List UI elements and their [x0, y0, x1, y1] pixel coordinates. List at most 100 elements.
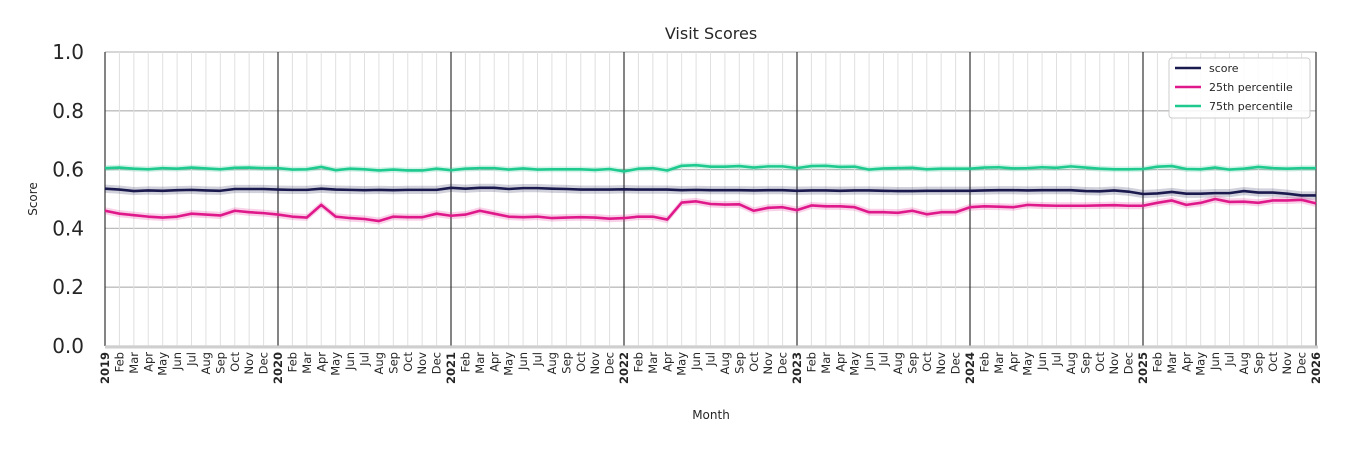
x-tick-label: Jul — [1223, 352, 1237, 367]
x-tick-label: Sep — [1078, 352, 1092, 374]
x-tick-label: Mar — [1165, 352, 1179, 374]
x-tick-label: May — [329, 352, 343, 376]
x-tick-label: Nov — [1107, 352, 1121, 375]
x-tick-label: Jul — [1050, 352, 1064, 367]
x-tick-label: Apr — [314, 352, 328, 372]
x-tick-label: Apr — [1179, 352, 1193, 372]
x-tick-label: Nov — [242, 352, 256, 375]
legend-label: score — [1209, 62, 1239, 75]
x-tick-label: Aug — [891, 352, 905, 374]
x-tick-label: Apr — [1006, 352, 1020, 372]
x-tick-label: May — [1194, 352, 1208, 376]
x-tick-label: 2022 — [617, 352, 631, 384]
x-tick-label: Mar — [127, 352, 141, 374]
x-tick-label: May — [156, 352, 170, 376]
x-tick-label: Sep — [386, 352, 400, 374]
y-tick-label: 0.6 — [52, 158, 84, 182]
x-tick-label: Jul — [531, 352, 545, 367]
x-tick-label: Mar — [819, 352, 833, 374]
x-tick-label: Apr — [487, 352, 501, 372]
x-tick-label: Feb — [458, 352, 472, 372]
x-tick-label: Jul — [358, 352, 372, 367]
x-tick-label: Nov — [588, 352, 602, 375]
grid — [105, 52, 1318, 347]
x-tick-label: Sep — [905, 352, 919, 374]
y-axis-label: Score — [26, 182, 40, 216]
legend-label: 25th percentile — [1209, 81, 1293, 94]
x-tick-label: Feb — [285, 352, 299, 372]
x-tick-label: May — [675, 352, 689, 376]
x-tick-label: 2026 — [1309, 352, 1323, 384]
x-tick-label: Apr — [833, 352, 847, 372]
x-tick-label: Oct — [401, 352, 415, 372]
x-tick-label: Apr — [660, 352, 674, 372]
x-tick-label: May — [1021, 352, 1035, 376]
x-tick-label: Jul — [877, 352, 891, 367]
x-tick-label: Jul — [185, 352, 199, 367]
x-tick-label: Dec — [1295, 352, 1309, 374]
x-tick-label: Feb — [112, 352, 126, 372]
x-tick-label: Dec — [603, 352, 617, 374]
x-tick-label: Dec — [430, 352, 444, 374]
x-axis-label: Month — [692, 408, 730, 422]
x-tick-label: Oct — [228, 352, 242, 372]
y-tick-label: 0.2 — [52, 275, 84, 299]
x-tick-label: Mar — [473, 352, 487, 374]
x-tick-label: Dec — [1122, 352, 1136, 374]
x-tick-label: Apr — [141, 352, 155, 372]
x-tick-label: Oct — [920, 352, 934, 372]
x-tick-label: Aug — [1237, 352, 1251, 374]
x-tick-label: 2023 — [790, 352, 804, 384]
x-tick-label: Feb — [631, 352, 645, 372]
x-tick-label: Aug — [199, 352, 213, 374]
x-tick-label: May — [848, 352, 862, 376]
legend-label: 75th percentile — [1209, 100, 1293, 113]
x-tick-label: Feb — [977, 352, 991, 372]
x-tick-label: Dec — [257, 352, 271, 374]
x-tick-label: 2025 — [1136, 352, 1150, 384]
x-tick-label: May — [502, 352, 516, 376]
x-tick-label: Feb — [1150, 352, 1164, 372]
y-tick-label: 0.4 — [52, 216, 84, 240]
x-tick-label: Jun — [170, 352, 184, 371]
x-tick-label: Oct — [1093, 352, 1107, 372]
x-tick-label: Jul — [704, 352, 718, 367]
x-tick-label: Mar — [992, 352, 1006, 374]
x-tick-label: Mar — [300, 352, 314, 374]
x-tick-label: Sep — [559, 352, 573, 374]
x-tick-label: Aug — [372, 352, 386, 374]
x-tick-label: Nov — [761, 352, 775, 375]
x-tick-label: 2020 — [271, 352, 285, 384]
x-tick-label: Aug — [1064, 352, 1078, 374]
y-tick-label: 0.8 — [52, 99, 84, 123]
x-tick-label: Aug — [718, 352, 732, 374]
y-tick-label: 0.0 — [52, 334, 84, 358]
x-tick-label: Sep — [1251, 352, 1265, 374]
x-tick-label: Dec — [776, 352, 790, 374]
legend: score 25th percentile 75th percentile — [1169, 58, 1310, 118]
x-tick-label: Oct — [574, 352, 588, 372]
x-tick-label: Dec — [949, 352, 963, 374]
x-tick-label: Aug — [545, 352, 559, 374]
y-tick-labels: 0.0 0.2 0.4 0.6 0.8 1.0 — [52, 40, 84, 358]
x-tick-label: Nov — [1280, 352, 1294, 375]
x-tick-label: Sep — [213, 352, 227, 374]
y-tick-label: 1.0 — [52, 40, 84, 64]
x-tick-label: Oct — [1266, 352, 1280, 372]
x-tick-label: Sep — [732, 352, 746, 374]
chart-title: Visit Scores — [665, 24, 757, 43]
x-tick-label: Jun — [862, 352, 876, 371]
x-tick-label: 2019 — [98, 352, 112, 384]
x-tick-label: Oct — [747, 352, 761, 372]
x-tick-label: Jun — [343, 352, 357, 371]
x-tick-label: 2024 — [963, 352, 977, 384]
x-tick-label: Nov — [415, 352, 429, 375]
x-tick-label: Mar — [646, 352, 660, 374]
x-tick-label: Nov — [934, 352, 948, 375]
x-tick-label: Jun — [516, 352, 530, 371]
x-tick-label: Jun — [1035, 352, 1049, 371]
x-tick-label: 2021 — [444, 352, 458, 384]
x-tick-label: Jun — [1208, 352, 1222, 371]
